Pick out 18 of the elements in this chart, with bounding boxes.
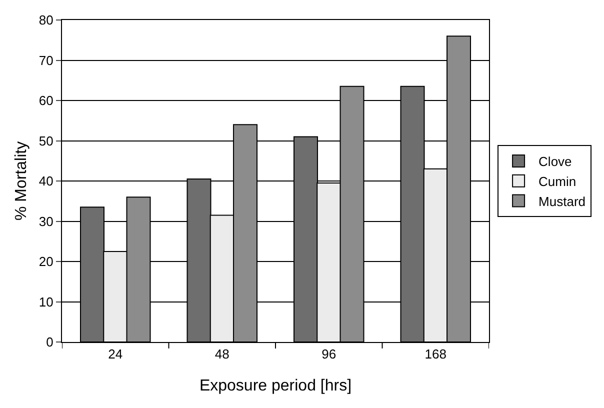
y-tick-label: 80 [38,12,54,28]
legend-label: Clove [538,154,572,170]
x-tick-label: 168 [424,346,446,362]
y-tick-label: 0 [46,334,54,350]
legend-label: Cumin [538,174,576,189]
y-tick-label: 40 [38,174,54,189]
x-tick-label: 96 [322,346,336,362]
x-tick-label: 48 [214,346,230,362]
y-tick-label: 70 [38,52,54,68]
y-tick-label: 20 [38,254,54,270]
y-tick-label: 60 [38,93,54,108]
x-axis-title: Exposure period [hrs] [199,377,352,394]
x-tick-label: 24 [108,346,123,362]
y-tick-label: 50 [38,133,54,148]
y-axis-title: % Mortality [12,141,30,221]
y-tick-label: 10 [38,294,54,310]
legend-label: Mustard [538,194,586,209]
y-tick-label: 30 [38,214,54,229]
